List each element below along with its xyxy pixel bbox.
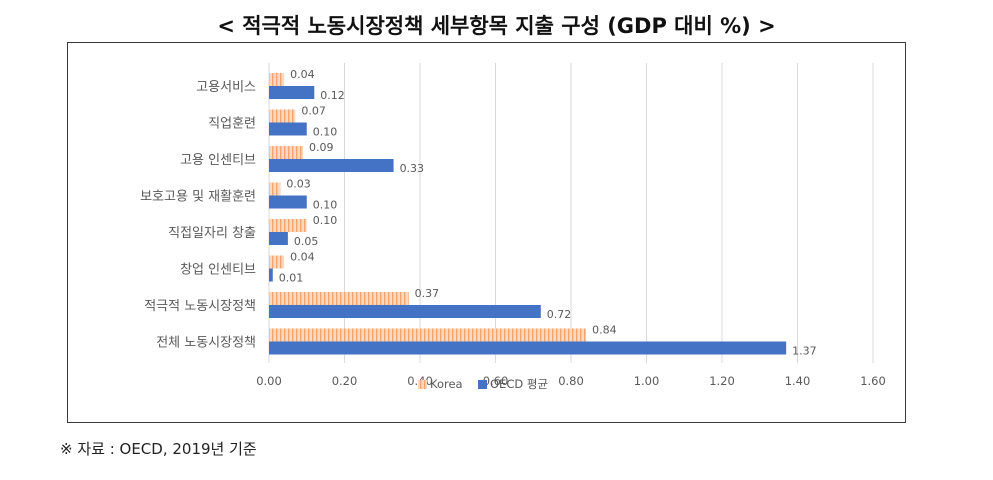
bar-korea	[269, 328, 587, 342]
data-label: 0.09	[309, 141, 334, 154]
category-label: 전체 노동시장정책	[156, 336, 256, 351]
data-label: 0.10	[313, 214, 338, 227]
category-label: 창업 인센티브	[180, 263, 256, 278]
legend-swatch-korea	[418, 380, 427, 389]
data-label: 0.01	[279, 272, 304, 285]
chart-title: < 적극적 노동시장정책 세부항목 지출 구성 (GDP 대비 %) >	[217, 14, 776, 38]
data-label: 0.37	[415, 287, 440, 300]
data-label: 0.84	[592, 324, 617, 337]
category-label: 고용서비스	[196, 80, 256, 95]
x-tick-label: 1.20	[709, 374, 735, 388]
data-label: 0.33	[400, 162, 425, 175]
data-label: 0.07	[301, 105, 326, 118]
bar-korea	[269, 146, 303, 159]
x-tick-label: 0.20	[332, 374, 358, 388]
x-tick-label: 1.00	[634, 374, 660, 388]
bars	[269, 73, 787, 355]
category-label: 고용 인센티브	[180, 153, 256, 168]
bar-oecd	[269, 195, 307, 209]
x-tick-label: 0.00	[256, 374, 282, 388]
bar-korea	[269, 73, 285, 86]
x-tick-label: 1.40	[785, 374, 811, 388]
bar-korea	[269, 182, 281, 196]
x-tick-label: 0.60	[483, 374, 509, 388]
data-label: 0.03	[286, 178, 311, 191]
bar-oecd	[269, 86, 315, 99]
bar-korea	[269, 292, 409, 305]
legend-label: Korea	[430, 377, 463, 391]
legend-swatch-oecd	[478, 380, 487, 389]
data-label: 0.10	[313, 199, 338, 212]
data-label: 0.04	[290, 251, 315, 264]
data-label: 0.12	[320, 89, 345, 102]
data-label: 0.10	[313, 126, 338, 139]
bar-oecd	[269, 122, 307, 136]
data-label: 0.04	[290, 68, 315, 81]
x-tick-label: 0.80	[558, 374, 584, 388]
bar-korea	[269, 255, 285, 269]
bar-oecd	[269, 232, 288, 245]
category-label: 적극적 노동시장정책	[144, 299, 256, 314]
category-label: 직업훈련	[208, 117, 256, 132]
legend: Korea OECD 평균	[418, 377, 548, 391]
bar-chart: 0.000.200.400.600.801.001.201.401.60고용서비…	[140, 63, 886, 391]
bar-korea	[269, 109, 296, 123]
bar-oecd	[269, 268, 273, 282]
data-label: 1.37	[792, 345, 817, 358]
category-label: 직접일자리 창출	[168, 226, 256, 241]
grid-lines	[268, 63, 874, 363]
bar-oecd	[269, 159, 394, 172]
data-label: 0.72	[547, 308, 572, 321]
legend-label: OECD 평균	[490, 377, 548, 391]
category-label: 보호고용 및 재활훈련	[140, 190, 256, 205]
source-note: ※ 자료 : OECD, 2019년 기준	[60, 440, 257, 458]
data-label: 0.05	[294, 235, 319, 248]
chart-frame: 0.000.200.400.600.801.001.201.401.60고용서비…	[67, 42, 906, 423]
bar-oecd	[269, 341, 787, 355]
bar-oecd	[269, 305, 541, 318]
x-tick-label: 1.60	[860, 374, 886, 388]
bar-korea	[269, 219, 307, 232]
